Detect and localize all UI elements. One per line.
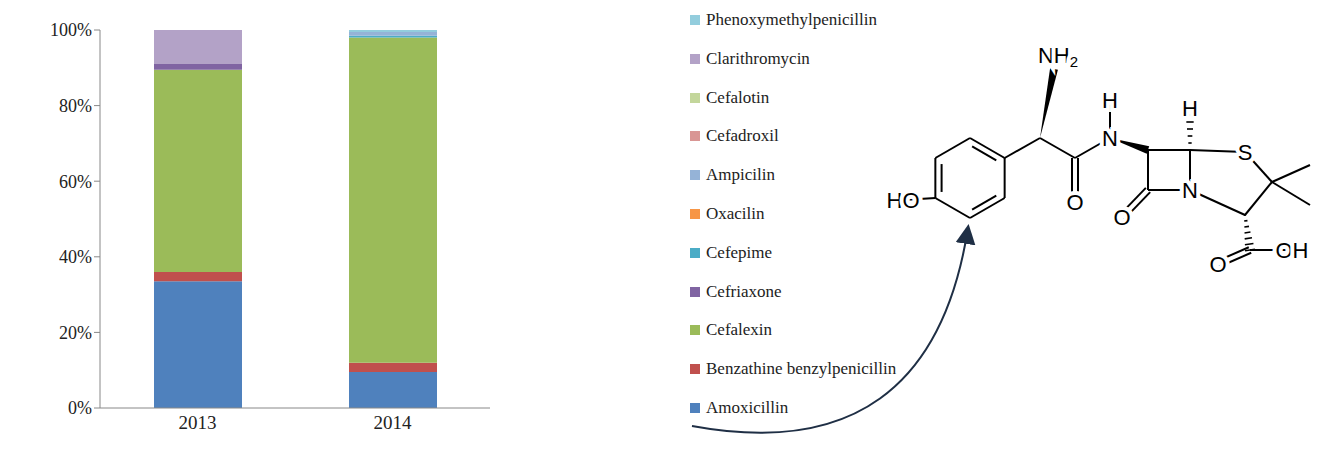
svg-text:60%: 60%	[59, 172, 92, 192]
svg-text:20%: 20%	[59, 323, 92, 343]
html-text:Cefepime: Cefepime	[706, 242, 773, 262]
svg-text:80%: 80%	[59, 96, 92, 116]
html-text:Ampicilin: Ampicilin	[706, 165, 775, 185]
svg-text:N: N	[1182, 178, 1198, 203]
svg-text:O: O	[1209, 252, 1226, 277]
svg-text:HO: HO	[886, 188, 919, 213]
svg-text:NH2: NH2	[1038, 43, 1078, 70]
svg-text:0%: 0%	[68, 398, 92, 418]
svg-text:H: H	[1182, 96, 1198, 121]
svg-text:O: O	[1113, 205, 1130, 230]
svg-text:2013: 2013	[179, 412, 217, 433]
html-text:Benzathine benzylpenicillin: Benzathine benzylpenicillin	[706, 359, 897, 379]
svg-text:N: N	[1102, 126, 1118, 151]
svg-text:100%: 100%	[50, 20, 92, 40]
html-text:Cefalexin: Cefalexin	[706, 320, 773, 340]
svg-text:2014: 2014	[374, 412, 413, 433]
svg-text:O: O	[1066, 190, 1083, 215]
html-text:Clarithromycin: Clarithromycin	[706, 48, 810, 68]
html-text:Cefadroxil: Cefadroxil	[706, 126, 779, 146]
svg-text:OH: OH	[1275, 238, 1308, 263]
html-text:Oxacilin: Oxacilin	[706, 204, 765, 223]
html-text:Cefalotin: Cefalotin	[706, 87, 770, 107]
html-text:Amoxicillin: Amoxicillin	[706, 398, 789, 417]
html-text:Phenoxymethylpenicillin: Phenoxymethylpenicillin	[706, 10, 877, 29]
html-text:Cefriaxone: Cefriaxone	[706, 281, 782, 301]
svg-text:40%: 40%	[59, 247, 92, 267]
svg-text:H: H	[1102, 88, 1118, 113]
svg-text:S: S	[1238, 140, 1253, 165]
